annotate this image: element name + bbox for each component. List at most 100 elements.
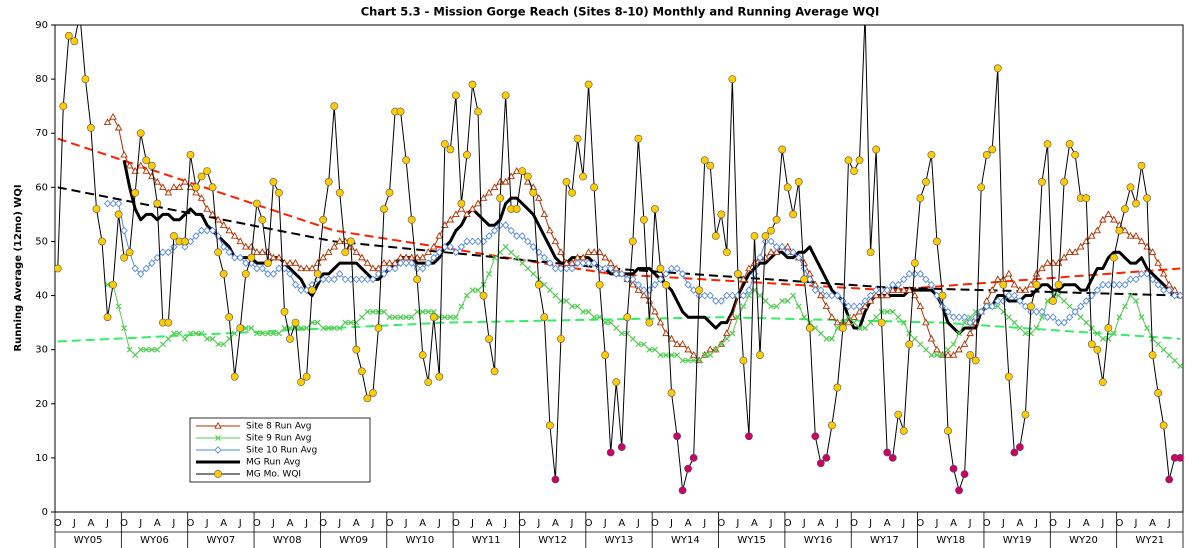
data-point [728,75,737,84]
data-point [402,259,410,267]
group-label: WY17 [870,535,899,546]
data-point [971,356,980,365]
data-point [612,378,621,387]
data-point [1027,280,1035,288]
data-point [982,150,991,159]
data-point [485,232,493,240]
data-point [164,248,172,257]
x-tick-label: J [138,518,142,529]
data-point [927,280,936,289]
data-point [757,292,763,299]
data-point [192,183,200,192]
data-point [1132,275,1140,284]
data-point [159,183,167,190]
data-point [425,308,432,315]
x-tick-label: O [717,518,725,529]
data-point [276,330,282,337]
data-point [286,270,294,278]
x-tick-label: A [618,518,625,529]
data-point [286,334,294,343]
x-tick-label: A [220,518,227,529]
data-point [707,352,714,359]
data-point [834,325,841,331]
data-point [176,330,183,337]
group-label: WY07 [207,535,236,546]
data-point [529,188,538,197]
data-point [358,253,366,261]
data-point [866,296,875,304]
data-point [535,194,543,201]
data-point [468,237,477,246]
data-point [369,389,377,397]
data-point [1109,253,1118,262]
data-point [192,188,200,196]
x-tick-label: O [386,518,394,529]
data-point [347,319,354,326]
data-point [1160,286,1168,295]
data-point [624,330,631,337]
data-point [939,352,946,359]
group-label: WY16 [804,535,833,546]
data-point [169,232,178,240]
data-point [783,242,792,250]
data-point [866,248,875,257]
data-point [899,426,908,435]
data-point [198,330,205,337]
data-point [789,248,797,257]
data-point [291,318,300,327]
data-point [474,199,482,207]
data-point [596,314,603,321]
x-tick-label: J [437,518,441,529]
data-point [922,275,930,284]
data-point [783,183,792,192]
data-point [634,286,643,293]
data-point [878,286,886,295]
data-point [817,291,825,299]
data-point [701,352,708,359]
data-point [475,287,481,294]
y-tick-label: 80 [35,74,48,85]
data-point [187,330,194,337]
data-point [231,253,239,262]
data-point [1054,318,1063,327]
data-point [873,314,880,321]
data-point [756,351,764,359]
data-point [341,275,349,284]
data-point [286,258,294,266]
data-point [430,242,438,250]
data-point [374,270,383,278]
data-point [430,308,437,315]
data-point [601,253,609,261]
data-point [225,226,233,234]
data-point [656,275,665,284]
data-point [98,237,106,246]
data-point [264,330,271,337]
data-point [684,280,692,289]
data-point [308,286,317,295]
data-point [485,188,493,196]
data-point [568,264,576,273]
data-point [435,231,444,239]
data-point [452,248,460,257]
x-tick-label: O [585,518,593,529]
y-tick-label: 20 [35,399,48,410]
data-point [136,129,145,138]
data-point [153,177,162,185]
data-point [1083,319,1090,326]
data-point [557,334,565,343]
data-point [1093,226,1102,234]
data-point [883,291,891,299]
data-point [629,275,637,284]
data-point [861,297,869,305]
data-point [894,280,902,289]
data-point [1049,258,1057,266]
data-point [651,280,659,289]
x-tick-label: A [154,518,161,529]
data-point [352,345,361,354]
data-point [927,334,936,342]
data-point [1148,351,1157,359]
data-point [938,291,947,300]
data-point [203,167,211,175]
data-point [1016,297,1024,305]
data-point [391,264,399,273]
